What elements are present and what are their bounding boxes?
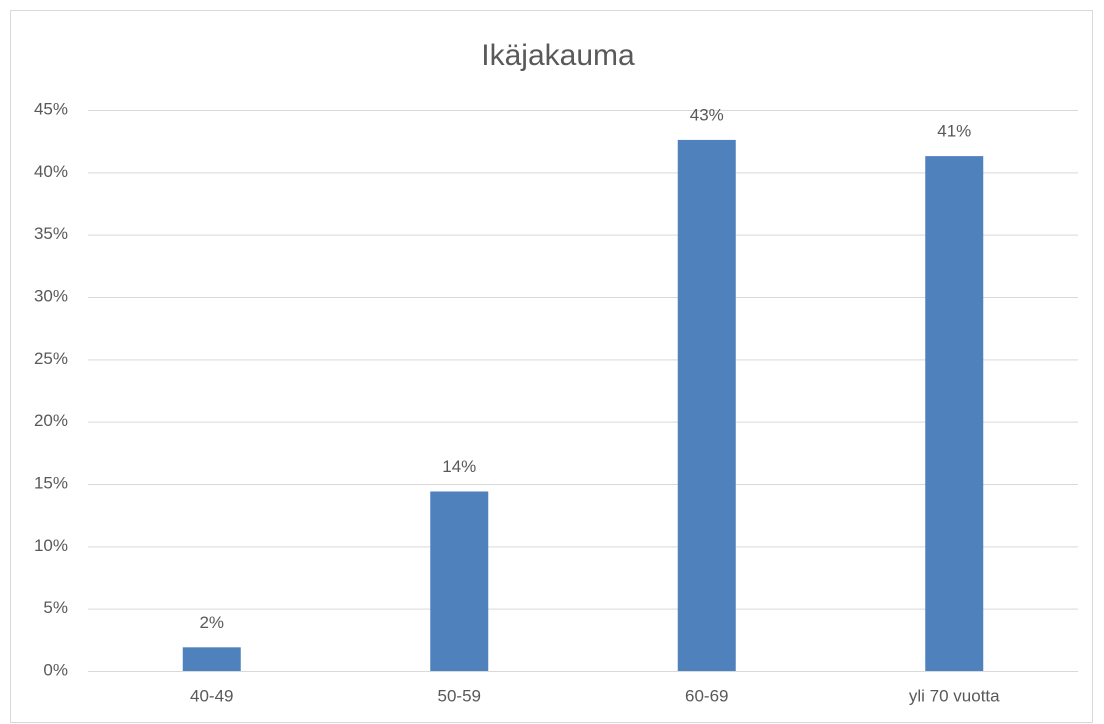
data-label: 2% — [199, 613, 224, 632]
y-tick-label: 5% — [43, 598, 68, 617]
data-label: 41% — [937, 122, 971, 141]
bar — [925, 156, 984, 672]
y-tick-label: 30% — [34, 286, 68, 305]
x-tick-label: 40-49 — [190, 686, 233, 705]
bar — [430, 491, 489, 671]
data-label: 14% — [442, 457, 476, 476]
y-tick-label: 45% — [34, 99, 68, 118]
x-tick-label: 50-59 — [438, 686, 481, 705]
y-tick-label: 35% — [34, 224, 68, 243]
y-tick-label: 0% — [43, 660, 68, 679]
chart-title: Ikäjakauma — [481, 39, 635, 72]
y-tick-label: 40% — [34, 162, 68, 181]
bar — [182, 647, 241, 671]
y-tick-label: 20% — [34, 411, 68, 430]
chart-border — [10, 10, 1093, 723]
y-tick-label: 15% — [34, 473, 68, 492]
x-tick-label: 60-69 — [685, 686, 728, 705]
bar — [677, 139, 736, 672]
y-tick-label: 25% — [34, 349, 68, 368]
y-tick-label: 10% — [34, 536, 68, 555]
x-tick-label: yli 70 vuotta — [909, 686, 1000, 705]
data-label: 43% — [690, 105, 724, 124]
